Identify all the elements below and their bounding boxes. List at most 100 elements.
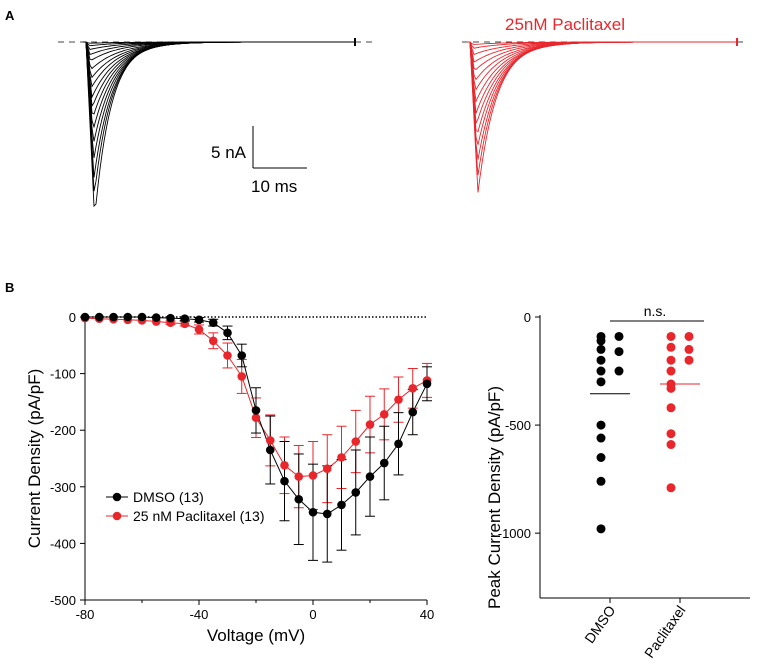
iv-data-point xyxy=(365,420,375,429)
current-trace xyxy=(83,41,354,208)
panel-a-label: A xyxy=(5,8,15,23)
peak-data-point xyxy=(614,347,624,357)
iv-data-point xyxy=(208,318,218,327)
iv-data-point xyxy=(280,476,289,486)
peak-data-point xyxy=(666,483,676,493)
peak-category-label: DMSO xyxy=(581,602,618,646)
iv-data-point xyxy=(80,312,90,322)
iv-data-point xyxy=(351,437,361,446)
iv-data-point xyxy=(294,494,304,504)
peak-data-point xyxy=(666,429,676,439)
peak-data-point xyxy=(596,524,606,534)
iv-y-tick-label: -100 xyxy=(50,367,76,382)
iv-data-point xyxy=(265,445,275,455)
peak-y-tick-label: 0 xyxy=(524,310,531,325)
peak-data-point xyxy=(596,366,606,376)
dmso-traces xyxy=(83,38,356,208)
iv-data-point xyxy=(166,313,175,323)
iv-data-point xyxy=(137,312,147,322)
peak-data-point xyxy=(666,342,676,352)
iv-data-point xyxy=(237,351,247,360)
peak-data-point xyxy=(684,331,694,341)
iv-data-point xyxy=(308,471,318,480)
significance-label: n.s. xyxy=(644,303,667,319)
iv-data-point xyxy=(365,472,375,481)
peak-data-point xyxy=(596,344,606,354)
current-trace xyxy=(83,41,354,129)
iv-x-axis-title: Voltage (mV) xyxy=(207,626,305,645)
iv-y-tick-label: -500 xyxy=(50,593,76,608)
iv-y-tick-label: -300 xyxy=(50,480,76,495)
iv-x-tick-label: -80 xyxy=(76,607,95,622)
peak-data-point xyxy=(684,355,694,365)
peak-data-point xyxy=(596,476,606,486)
legend-marker xyxy=(112,492,122,502)
current-trace xyxy=(467,41,736,114)
iv-data-point xyxy=(237,372,247,381)
iv-y-tick-label: -200 xyxy=(50,423,76,438)
iv-data-point xyxy=(265,436,275,445)
current-trace xyxy=(467,41,736,133)
peak-data-point xyxy=(666,403,676,413)
peak-data-point xyxy=(596,433,606,443)
iv-data-point xyxy=(322,509,332,519)
iv-data-point xyxy=(337,500,346,510)
iv-data-point xyxy=(294,472,304,481)
peak-data-point xyxy=(666,366,676,376)
peak-data-point xyxy=(666,331,676,341)
iv-data-point xyxy=(151,313,161,322)
current-trace xyxy=(83,41,354,108)
iv-data-point xyxy=(223,351,232,360)
iv-data-point xyxy=(251,413,261,423)
legend-label: DMSO (13) xyxy=(133,489,204,505)
paclitaxel-traces xyxy=(467,38,738,193)
iv-data-point xyxy=(180,314,190,323)
iv-chart: 0-100-200-300-400-500-80 -40 0 40 Voltage (… xyxy=(25,310,434,645)
iv-data-point xyxy=(337,453,346,462)
iv-x-tick-label: -40 xyxy=(190,607,209,622)
iv-legend: DMSO (13) 25 nM Paclitaxel (13) xyxy=(106,489,265,524)
peak-category-label: Paclitaxel xyxy=(641,603,688,661)
iv-data-point xyxy=(308,507,318,517)
iv-data-point xyxy=(408,407,418,417)
peak-data-point xyxy=(666,355,676,365)
iv-data-point xyxy=(422,379,432,389)
iv-data-point xyxy=(394,439,403,449)
peak-data-point xyxy=(596,336,606,346)
iv-data-point xyxy=(408,384,418,393)
iv-data-point xyxy=(94,312,104,322)
iv-data-point xyxy=(379,410,389,419)
iv-data-point xyxy=(194,315,204,325)
peak-data-point xyxy=(666,383,676,393)
legend-marker xyxy=(112,511,122,521)
peak-data-point xyxy=(596,377,606,387)
panel-b-label: B xyxy=(5,280,14,295)
peak-data-point xyxy=(614,331,624,341)
peak-y-axis-title: Peak Current Density (pA/pF) xyxy=(485,386,504,609)
iv-y-tick-label: -400 xyxy=(50,536,76,551)
iv-x-tick-label: 40 xyxy=(420,607,434,622)
peak-data-point xyxy=(596,453,606,462)
scale-time-label: 10 ms xyxy=(251,177,297,196)
peak-chart: 0 -500 -1000 n.s. Peak Current Density (pA… xyxy=(485,303,750,661)
peak-y-tick-label: -500 xyxy=(505,418,531,433)
current-trace xyxy=(467,41,736,176)
peak-data-point xyxy=(614,366,624,376)
iv-y-tick-label: 0 xyxy=(69,310,76,325)
peak-data-point xyxy=(596,355,606,365)
iv-data-point xyxy=(194,325,204,334)
iv-data-point xyxy=(379,458,389,468)
iv-data-point xyxy=(123,312,133,322)
iv-x-tick-label: 0 xyxy=(309,607,316,622)
iv-data-point xyxy=(223,328,232,338)
iv-data-point xyxy=(322,464,332,473)
iv-data-point xyxy=(394,395,403,404)
current-trace xyxy=(83,41,354,142)
peak-data-point xyxy=(666,440,676,450)
peak-data-point xyxy=(684,344,694,354)
current-trace xyxy=(467,41,736,193)
peak-data-point xyxy=(596,420,606,430)
paclitaxel-trace-title: 25nM Paclitaxel xyxy=(505,15,625,34)
iv-data-point xyxy=(351,488,361,497)
iv-data-point xyxy=(251,406,261,415)
